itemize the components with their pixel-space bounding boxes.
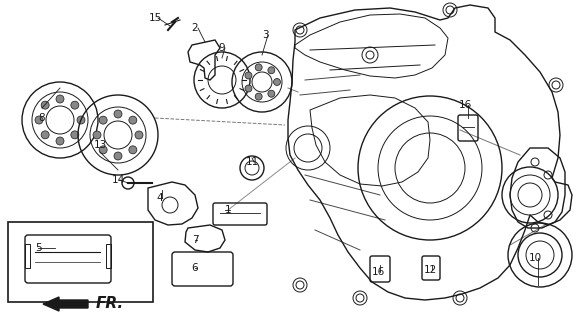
Circle shape (268, 90, 275, 97)
Text: 4: 4 (157, 193, 164, 203)
Circle shape (41, 101, 49, 109)
Text: 6: 6 (191, 263, 198, 273)
Circle shape (268, 67, 275, 74)
Circle shape (41, 131, 49, 139)
Text: 16: 16 (371, 267, 385, 277)
Circle shape (56, 95, 64, 103)
Circle shape (93, 131, 101, 139)
Circle shape (245, 85, 252, 92)
Bar (8, 222, 153, 302)
Circle shape (71, 101, 79, 109)
Bar (106, 244, 111, 268)
Text: 8: 8 (38, 113, 45, 123)
Text: 7: 7 (191, 235, 198, 245)
Text: 12: 12 (423, 265, 436, 275)
Text: 5: 5 (35, 243, 41, 253)
Circle shape (255, 93, 262, 100)
Circle shape (71, 131, 79, 139)
Text: 1: 1 (225, 205, 231, 215)
Text: 13: 13 (93, 140, 107, 150)
Circle shape (99, 146, 107, 154)
Circle shape (114, 152, 122, 160)
FancyArrow shape (43, 297, 88, 311)
Circle shape (56, 137, 64, 145)
Text: 16: 16 (459, 100, 471, 110)
Circle shape (245, 72, 252, 79)
Text: 2: 2 (191, 23, 198, 33)
Text: 3: 3 (262, 30, 268, 40)
Text: 11: 11 (246, 157, 258, 167)
Text: 15: 15 (148, 13, 162, 23)
Text: FR.: FR. (96, 297, 124, 311)
Circle shape (129, 146, 137, 154)
Circle shape (255, 64, 262, 71)
Circle shape (114, 110, 122, 118)
Circle shape (77, 116, 85, 124)
Circle shape (135, 131, 143, 139)
Circle shape (274, 78, 281, 85)
Bar (25, 244, 30, 268)
Text: 14: 14 (111, 175, 125, 185)
Circle shape (35, 116, 43, 124)
Circle shape (99, 116, 107, 124)
Text: 9: 9 (219, 43, 225, 53)
Text: 10: 10 (528, 253, 542, 263)
Circle shape (129, 116, 137, 124)
